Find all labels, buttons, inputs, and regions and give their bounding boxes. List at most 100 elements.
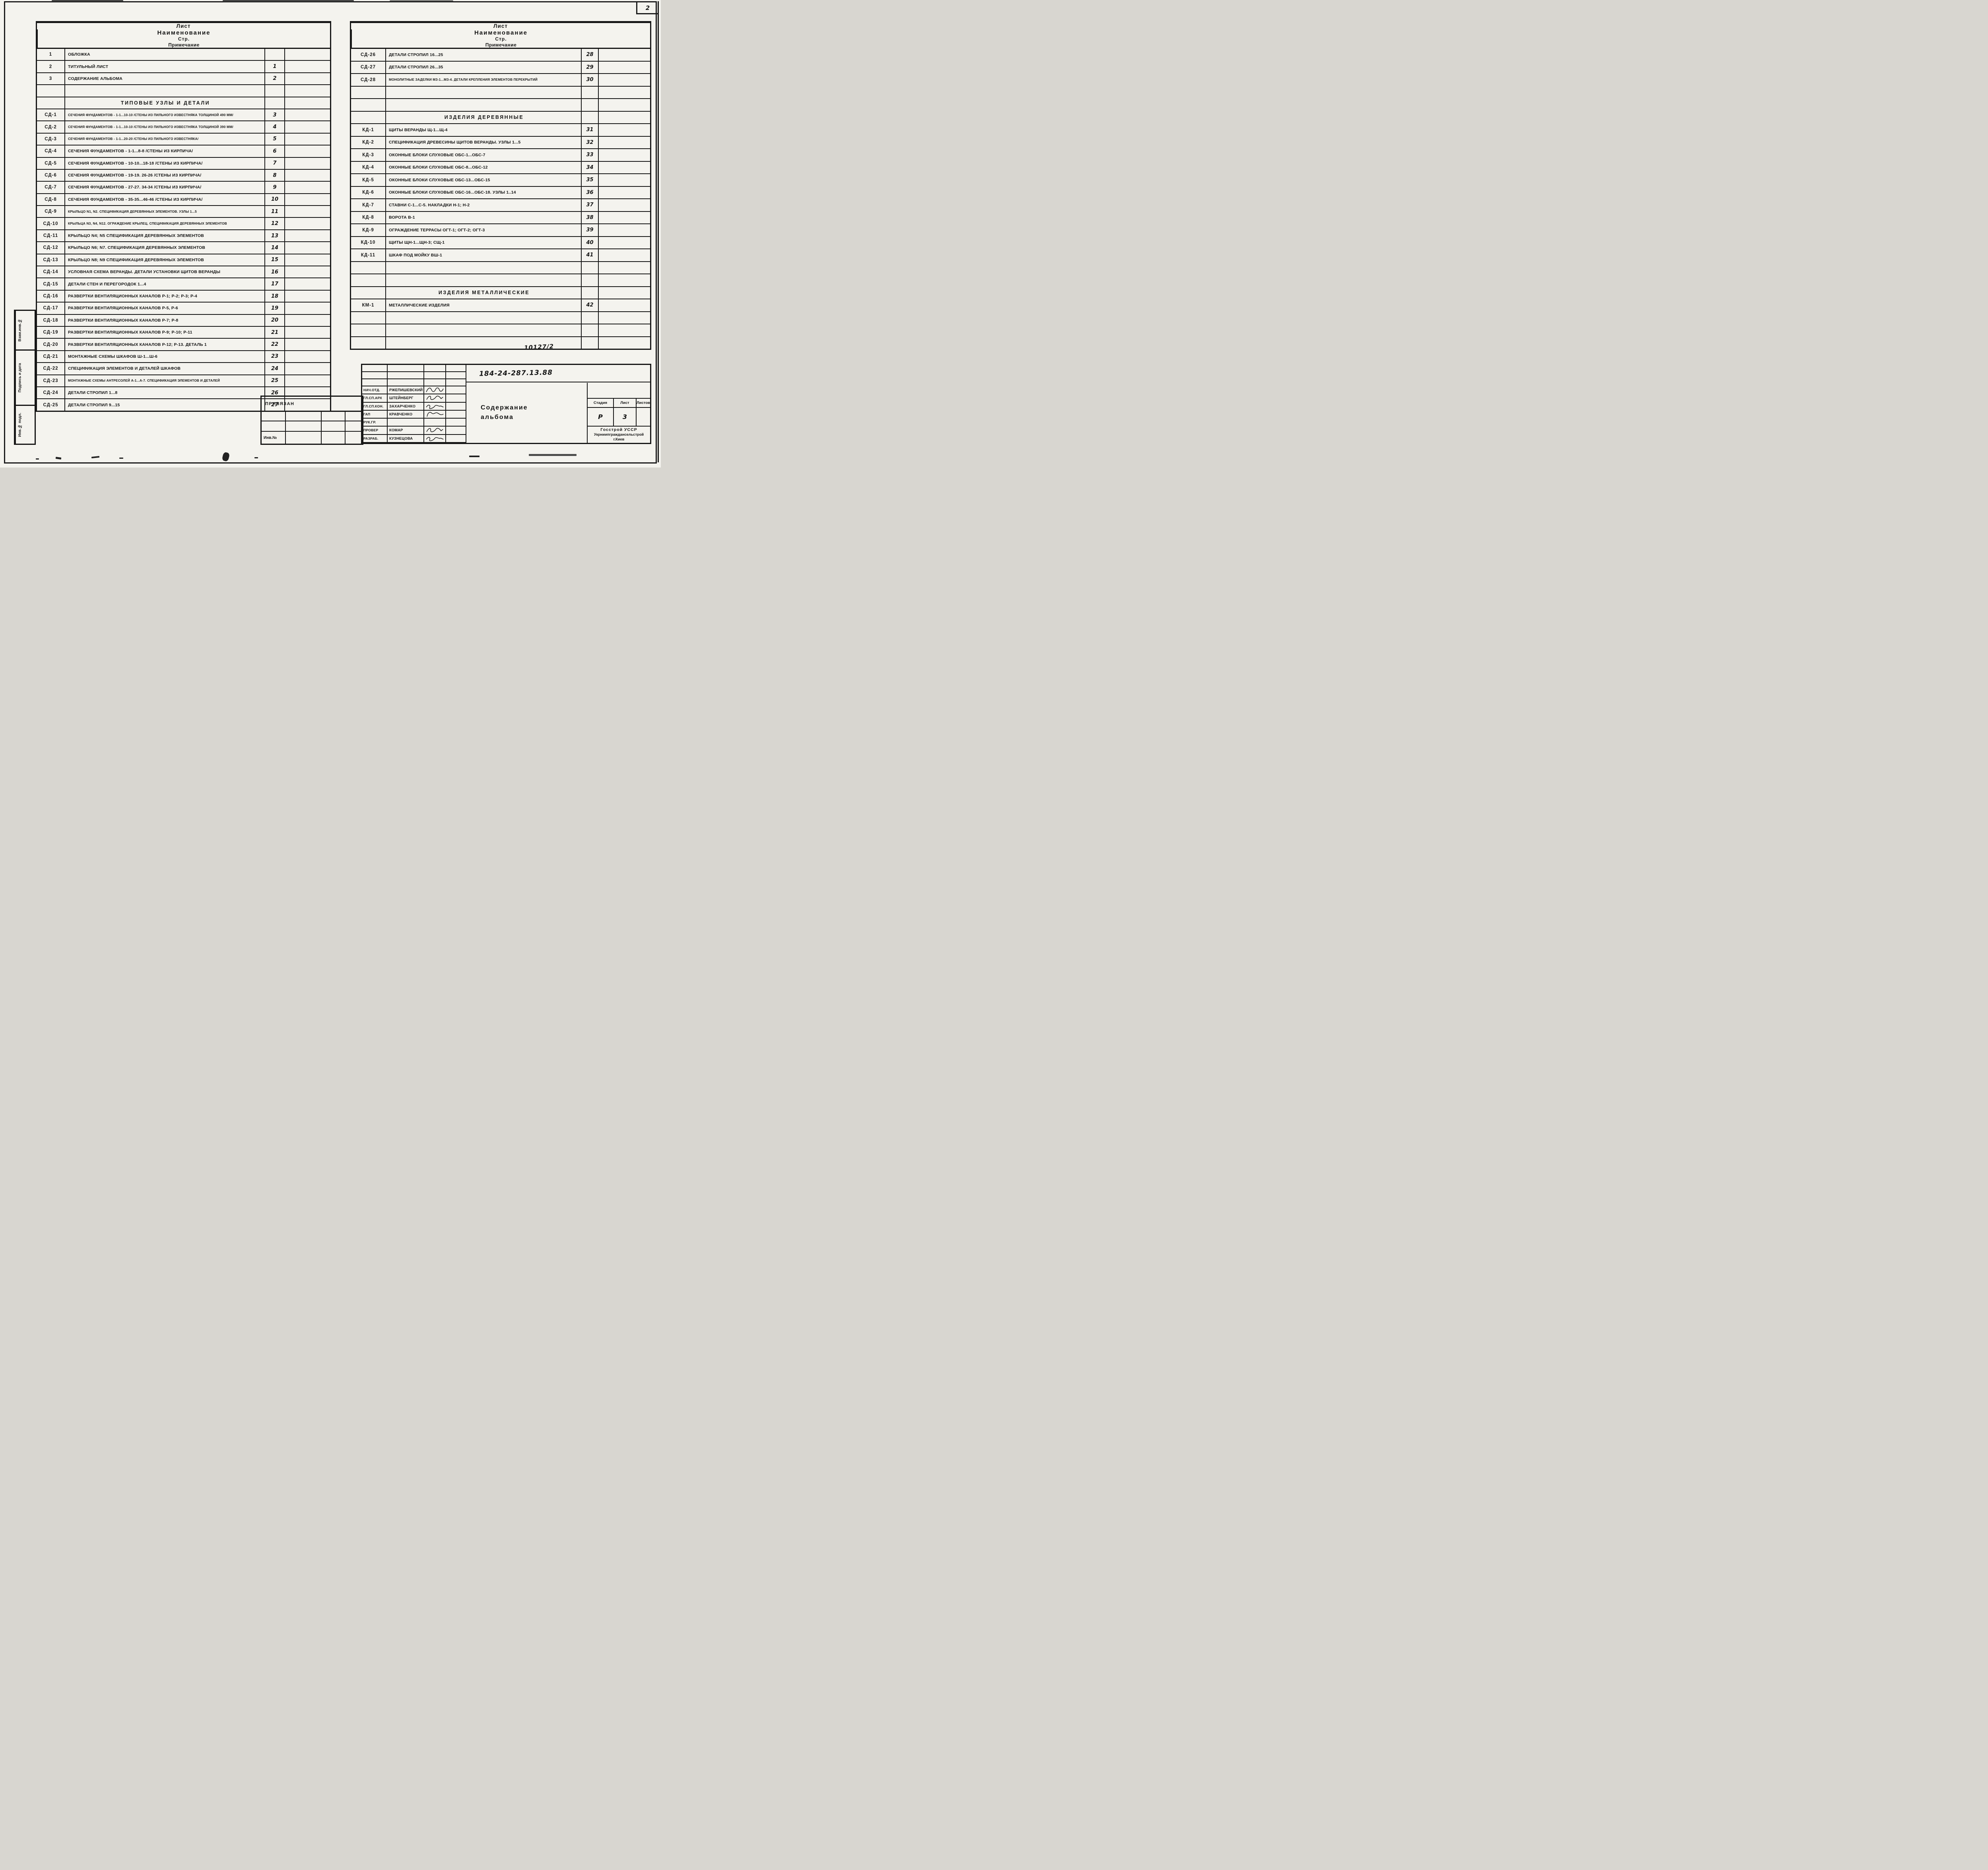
table-row: СД-17 РАЗВЕРТКИ ВЕНТИЛЯЦИОННЫХ КАНАЛОВ Р-…	[37, 302, 330, 314]
cell-sheet-id: СД-28	[361, 77, 376, 82]
cell-title	[385, 262, 581, 274]
sidebar-cell-inv-podl: Инв.№ подл.	[14, 405, 36, 445]
scan-artifact	[223, 0, 354, 2]
revision-grid	[362, 365, 466, 386]
signature-icon	[426, 388, 443, 392]
cell-title: СЕЧЕНИЯ ФУНДАМЕНТОВ - 35-35...46-46 /СТЕ…	[64, 194, 264, 206]
table-row: СД-16 РАЗВЕРТКИ ВЕНТИЛЯЦИОННЫХ КАНАЛОВ Р-…	[37, 289, 330, 302]
blank-row	[37, 84, 330, 97]
cell-sheet-id: СД-13	[43, 257, 58, 262]
table-row: КД-8 ВОРОТА В-1 38	[351, 211, 650, 223]
signature-icon	[426, 404, 443, 409]
staff-signature-cell	[424, 410, 446, 419]
cell-title: ВОРОТА В-1	[385, 211, 581, 223]
cell-note	[284, 49, 330, 60]
blank-row	[351, 261, 650, 274]
binding-grid: Инв.№	[262, 412, 362, 444]
cell-title: СЕЧЕНИЯ ФУНДАМЕНТОВ - 1-1...10-10 /СТЕНЫ…	[64, 121, 264, 133]
cell-title: МОНОЛИТНЫЕ ЗАДЕЛКИ МЗ-1...МЗ-4. ДЕТАЛИ К…	[385, 74, 581, 86]
cell-note	[284, 182, 330, 193]
cell-sheet-id: СД-22	[43, 366, 58, 371]
cell-sheet-id: СД-5	[45, 161, 57, 166]
cell-page: 18	[264, 290, 284, 302]
cell-page: 33	[581, 149, 598, 161]
cell-sheet-id	[351, 87, 385, 99]
col-header-name: Наименование	[351, 29, 650, 36]
cell-note	[598, 237, 650, 248]
cell-sheet-id: СД-26	[361, 52, 376, 57]
table-row: СД-21 МОНТАЖНЫЕ СХЕМЫ ШКАФОВ Ш-1...Ш-6 23	[37, 350, 330, 363]
cell-note	[284, 206, 330, 217]
cell-note	[598, 111, 650, 123]
cell-page: 19	[264, 303, 284, 314]
cell-title: ИЗДЕЛИЯ ДЕРЕВЯННЫЕ	[385, 111, 581, 123]
table-header: Лист Наименование Стр. Примечание	[351, 23, 650, 49]
table-row: СД-26 ДЕТАЛИ СТРОПИЛ 16...25 28	[351, 49, 650, 61]
cell-sheet-id: КД-9	[362, 227, 374, 233]
cell-page: 22	[264, 339, 284, 350]
title-block: НАЧ.ОТД. РЖЕПИШЕВСКИЙ ГЛ.СП.АРХ ШТЕЙНБЕРГ ГЛ…	[361, 364, 651, 444]
grid-cell	[321, 412, 345, 421]
cell-sheet-id	[351, 262, 385, 274]
cell-sheet-id: СД-3	[45, 136, 57, 142]
cell-title: РАЗВЕРТКИ ВЕНТИЛЯЦИОННЫХ КАНАЛОВ Р-1; Р-…	[64, 290, 264, 302]
cell-title	[385, 324, 581, 336]
col-header-note: Примечание	[37, 42, 330, 48]
cell-page: 42	[581, 299, 598, 311]
cell-page	[264, 85, 284, 97]
col-header-page: Стр.	[351, 36, 650, 42]
blank-row	[351, 311, 650, 324]
signature-icon	[426, 396, 443, 400]
cell-sheet-id	[351, 312, 385, 324]
grid-cell	[285, 412, 321, 421]
table-body: СД-26 ДЕТАЛИ СТРОПИЛ 16...25 28 СД-27 ДЕТАЛИ…	[351, 49, 650, 349]
table-row: КД-3 ОКОННЫЕ БЛОКИ СЛУХОВЫЕ ОБС-1...ОБС-7…	[351, 148, 650, 161]
blank-row	[351, 336, 650, 349]
cell-note	[598, 211, 650, 223]
scan-artifact	[529, 454, 577, 456]
cell-note	[284, 254, 330, 266]
table-row: КМ-1 МЕТАЛЛИЧЕСКИЕ ИЗДЕЛИЯ 42	[351, 299, 650, 311]
cell-title: ЩИТЫ ВЕРАНДЫ Щ-1...Щ-4	[385, 124, 581, 136]
cell-page: 4	[264, 121, 284, 133]
cell-page: 9	[264, 182, 284, 193]
cell-title: РАЗВЕРТКИ ВЕНТИЛЯЦИОННЫХ КАНАЛОВ Р-7; Р-…	[64, 314, 264, 326]
grid-cell	[345, 421, 362, 431]
table-row: СД-4 СЕЧЕНИЯ ФУНДАМЕНТОВ - 1-1...8-8 /СТЕ…	[37, 145, 330, 157]
binding-label: ПРИВЯЗАН	[262, 397, 362, 412]
scan-artifact	[52, 0, 123, 2]
cell-page: 37	[581, 199, 598, 211]
table-row: СД-10 КРЫЛЬЦА N3, N4, N12. ОГРАЖДЕНИЕ КРЫ…	[37, 217, 330, 229]
table-row: СД-3 СЕЧЕНИЯ ФУНДАМЕНТОВ - 1-1...20-20 /С…	[37, 132, 330, 145]
cell-note	[598, 249, 650, 261]
staff-signature-cell	[424, 435, 446, 443]
cell-sheet-id: СД-23	[43, 378, 58, 383]
staff-date-cell	[446, 394, 466, 403]
table-row: СД-18 РАЗВЕРТКИ ВЕНТИЛЯЦИОННЫХ КАНАЛОВ Р-…	[37, 314, 330, 326]
organization-line: Укрниипграждансельстрой	[594, 433, 644, 437]
cell-note	[284, 399, 330, 411]
cell-note	[284, 169, 330, 181]
sheet-label: Лист	[613, 398, 636, 407]
sheet-value: 3	[613, 407, 636, 426]
organization-line: г.Киев	[613, 437, 625, 441]
cell-title: ДЕТАЛИ СТРОПИЛ 26...35	[385, 61, 581, 73]
cell-page: 11	[264, 206, 284, 217]
cell-note	[598, 186, 650, 198]
cell-note	[284, 314, 330, 326]
table-body: 1 ОБЛОЖКА 2 ТИТУЛЬНЫЙ ЛИСТ 1 3 СОДЕРЖАНИЕ АЛЬБ…	[37, 49, 330, 411]
table-row: КД-6 ОКОННЫЕ БЛОКИ СЛУХОВЫЕ ОБС-16...ОБС-…	[351, 186, 650, 198]
sheet-frame-right-line	[658, 1, 659, 462]
grid-cell	[262, 421, 285, 431]
staff-signature-cell	[424, 427, 446, 435]
cell-note	[284, 326, 330, 338]
sidebar-cell-podpis-data: Подпись и дата	[14, 349, 36, 406]
scan-artifact	[119, 458, 123, 459]
table-row: КД-9 ОГРАЖДЕНИЕ ТЕРРАСЫ ОГТ-1; ОГТ-2; ОГТ…	[351, 223, 650, 236]
cell-page: 36	[581, 186, 598, 198]
table-row: СД-7 СЕЧЕНИЯ ФУНДАМЕНТОВ - 27-27. 34-34 /…	[37, 181, 330, 193]
organization-cell: Госстрой УССР Укрниипграждансельстрой г.…	[588, 427, 650, 443]
title-block-left: НАЧ.ОТД. РЖЕПИШЕВСКИЙ ГЛ.СП.АРХ ШТЕЙНБЕРГ ГЛ…	[362, 365, 466, 443]
cell-page: 39	[581, 224, 598, 236]
sidebar-cell-vzam-inv: Взам.инв.№	[14, 310, 36, 351]
